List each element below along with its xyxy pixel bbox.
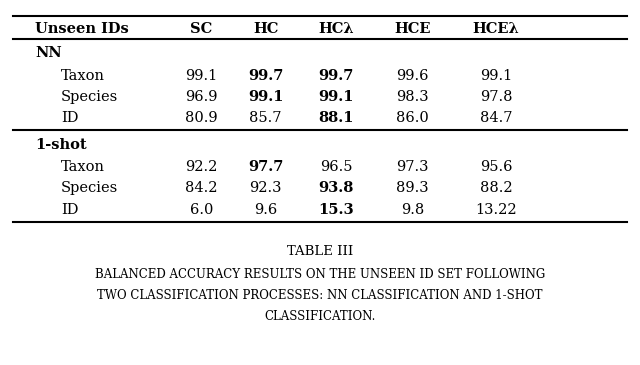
Text: 97.8: 97.8	[480, 90, 512, 104]
Text: 96.9: 96.9	[186, 90, 218, 104]
Text: 15.3: 15.3	[318, 203, 354, 216]
Text: 98.3: 98.3	[397, 90, 429, 104]
Text: Taxon: Taxon	[61, 69, 105, 82]
Text: 86.0: 86.0	[396, 111, 429, 125]
Text: 1-shot: 1-shot	[35, 138, 87, 152]
Text: 85.7: 85.7	[250, 111, 282, 125]
Text: BALANCED ACCURACY RESULTS ON THE UNSEEN ID SET FOLLOWING: BALANCED ACCURACY RESULTS ON THE UNSEEN …	[95, 268, 545, 281]
Text: 9.8: 9.8	[401, 203, 424, 216]
Text: 92.2: 92.2	[186, 160, 218, 174]
Text: 6.0: 6.0	[190, 203, 213, 216]
Text: 99.7: 99.7	[248, 69, 284, 82]
Text: 9.6: 9.6	[254, 203, 277, 216]
Text: 97.7: 97.7	[248, 160, 284, 174]
Text: NN: NN	[35, 46, 62, 60]
Text: HCλ: HCλ	[318, 22, 354, 36]
Text: 99.1: 99.1	[248, 90, 284, 104]
Text: 99.7: 99.7	[318, 69, 354, 82]
Text: ID: ID	[61, 203, 78, 216]
Text: CLASSIFICATION.: CLASSIFICATION.	[264, 310, 376, 323]
Text: 99.1: 99.1	[480, 69, 512, 82]
Text: Taxon: Taxon	[61, 160, 105, 174]
Text: HCE: HCE	[394, 22, 431, 36]
Text: 84.2: 84.2	[186, 181, 218, 195]
Text: HCEλ: HCEλ	[472, 22, 520, 36]
Text: 13.22: 13.22	[475, 203, 517, 216]
Text: 99.1: 99.1	[186, 69, 218, 82]
Text: Unseen IDs: Unseen IDs	[35, 22, 129, 36]
Text: HC: HC	[253, 22, 278, 36]
Text: SC: SC	[191, 22, 212, 36]
Text: Species: Species	[61, 181, 118, 195]
Text: 84.7: 84.7	[480, 111, 512, 125]
Text: 96.5: 96.5	[320, 160, 352, 174]
Text: 80.9: 80.9	[186, 111, 218, 125]
Text: 92.3: 92.3	[250, 181, 282, 195]
Text: TWO CLASSIFICATION PROCESSES: NN CLASSIFICATION AND 1-SHOT: TWO CLASSIFICATION PROCESSES: NN CLASSIF…	[97, 289, 543, 302]
Text: Species: Species	[61, 90, 118, 104]
Text: 93.8: 93.8	[318, 181, 354, 195]
Text: 97.3: 97.3	[397, 160, 429, 174]
Text: 88.2: 88.2	[480, 181, 512, 195]
Text: 99.6: 99.6	[397, 69, 429, 82]
Text: 89.3: 89.3	[397, 181, 429, 195]
Text: 99.1: 99.1	[318, 90, 354, 104]
Text: TABLE III: TABLE III	[287, 245, 353, 258]
Text: 95.6: 95.6	[480, 160, 512, 174]
Text: ID: ID	[61, 111, 78, 125]
Text: 88.1: 88.1	[318, 111, 354, 125]
